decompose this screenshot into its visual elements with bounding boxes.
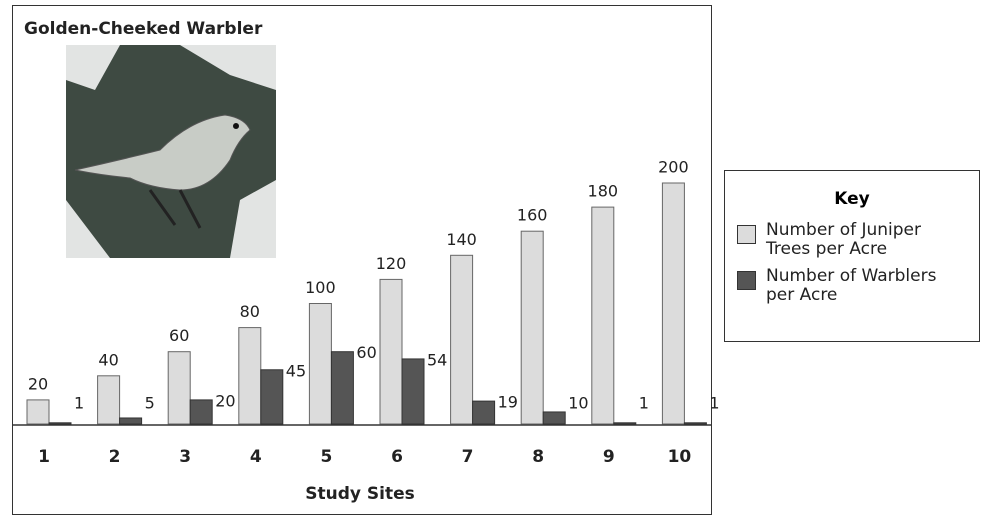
bar [331, 352, 353, 424]
value-label: 60 [356, 343, 376, 362]
legend-title: Key [725, 189, 979, 209]
legend: Key Number of Juniper Trees per Acre Numb… [724, 170, 980, 342]
value-label: 1 [639, 394, 649, 413]
legend-label: Number of Warblers per Acre [766, 267, 966, 305]
x-tick-label: 5 [320, 447, 332, 467]
bird-picture [66, 45, 276, 258]
bar [261, 370, 283, 424]
value-label: 120 [376, 254, 407, 273]
value-label: 160 [517, 206, 548, 225]
bar [380, 279, 402, 424]
legend-item: Number of Warblers per Acre [737, 267, 979, 305]
x-tick-label: 9 [603, 447, 615, 467]
bar [120, 418, 142, 424]
bar [543, 412, 565, 424]
x-tick-label: 8 [532, 447, 544, 467]
value-label: 10 [568, 394, 588, 413]
bar [49, 423, 71, 424]
bar [190, 400, 212, 424]
value-label: 140 [446, 230, 477, 249]
value-label: 180 [588, 182, 619, 201]
bar [662, 183, 684, 424]
x-tick-label: 7 [462, 447, 474, 467]
bar [473, 401, 495, 424]
bar [168, 352, 190, 424]
legend-swatch [737, 225, 756, 244]
value-label: 60 [169, 326, 189, 345]
bar [684, 423, 706, 424]
value-label: 100 [305, 278, 336, 297]
value-label: 20 [215, 391, 235, 410]
legend-item: Number of Juniper Trees per Acre [737, 221, 979, 259]
bar [98, 376, 120, 424]
value-label: 1 [74, 394, 84, 413]
bar [521, 231, 543, 424]
x-tick-label: 2 [109, 447, 121, 467]
value-label: 19 [498, 393, 518, 412]
value-label: 54 [427, 350, 447, 369]
bar [451, 255, 473, 424]
value-label: 45 [286, 361, 306, 380]
x-tick-label: 10 [668, 447, 692, 467]
x-tick-label: 1 [38, 447, 50, 467]
value-label: 1 [709, 394, 719, 413]
x-tick-label: 4 [250, 447, 262, 467]
bar [27, 400, 49, 424]
value-label: 200 [658, 158, 689, 177]
x-tick-label: 3 [179, 447, 191, 467]
legend-label: Number of Juniper Trees per Acre [766, 221, 966, 259]
value-label: 20 [28, 374, 48, 393]
x-axis-label: Study Sites [305, 484, 415, 504]
bar [309, 304, 331, 425]
bar [402, 359, 424, 424]
value-label: 80 [240, 302, 260, 321]
bar [239, 328, 261, 424]
page: {"chart_data": {"type": "bar", "title": … [0, 0, 982, 515]
bar [592, 207, 614, 424]
value-label: 5 [145, 394, 155, 413]
x-tick-label: 6 [391, 447, 403, 467]
chart-title: Golden-Cheeked Warbler [24, 19, 263, 39]
bar [614, 423, 636, 424]
legend-swatch [737, 271, 756, 290]
value-label: 40 [98, 350, 118, 369]
